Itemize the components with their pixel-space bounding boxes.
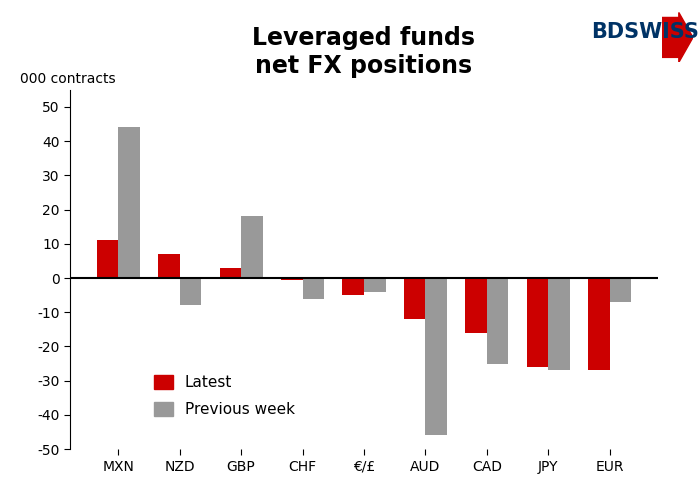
Bar [97,241,118,278]
Bar [241,217,262,278]
Text: BDSWISS: BDSWISS [592,22,699,42]
Polygon shape [662,12,693,62]
Bar [588,278,610,370]
Bar [426,278,447,436]
Bar [220,268,241,278]
Bar [404,278,426,319]
Bar [118,127,140,278]
Bar [364,278,386,292]
Bar [158,254,180,278]
Bar [302,278,324,298]
Bar [342,278,364,295]
Bar [466,278,487,333]
Bar [487,278,508,364]
Legend: Latest, Previous week: Latest, Previous week [148,369,301,424]
Bar [527,278,548,367]
Bar [548,278,570,370]
Bar [180,278,201,305]
Title: Leveraged funds
net FX positions: Leveraged funds net FX positions [253,26,475,78]
Bar [281,278,302,280]
Bar [610,278,631,302]
Text: 000 contracts: 000 contracts [20,72,116,86]
